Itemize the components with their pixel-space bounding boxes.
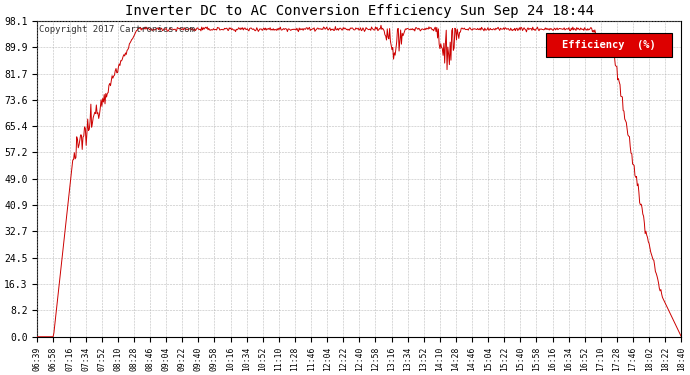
Text: Efficiency  (%): Efficiency (%) — [562, 40, 655, 50]
Title: Inverter DC to AC Conversion Efficiency Sun Sep 24 18:44: Inverter DC to AC Conversion Efficiency … — [125, 4, 594, 18]
Text: Copyright 2017 Cartronics.com: Copyright 2017 Cartronics.com — [39, 26, 195, 34]
Bar — [546, 33, 671, 57]
